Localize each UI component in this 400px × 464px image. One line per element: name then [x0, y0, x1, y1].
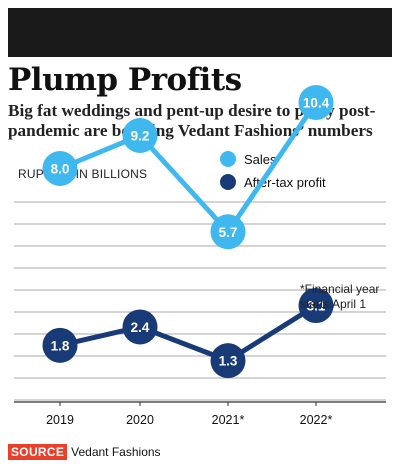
chart-title: Plump Profits [8, 62, 242, 98]
legend-item-sales: Sales [220, 149, 326, 169]
profit-data-label: 1.3 [219, 354, 238, 369]
x-tick-label: 2019 [46, 413, 74, 427]
header-bar [8, 8, 392, 57]
source-line: SOURCE Vedant Fashions [8, 444, 161, 460]
sales-point [42, 151, 78, 186]
profit-data-label: 2.4 [131, 320, 150, 335]
sales-data-label: 5.7 [219, 225, 238, 240]
profit-point [298, 288, 334, 324]
profit-data-label: 3.1 [307, 299, 326, 314]
sales-point [210, 214, 246, 250]
x-tick-label: 2020 [126, 413, 154, 427]
source-tag: SOURCE [8, 444, 68, 460]
series-line-sales [57, 100, 319, 235]
x-tick-label: 2021* [212, 413, 245, 427]
sales-point [122, 118, 158, 153]
sales-data-label: 8.0 [51, 162, 70, 177]
legend-swatch-profit [220, 174, 236, 190]
profit-data-label: 1.8 [51, 338, 70, 353]
chart-subtitle: Big fat weddings and pent-up desire to p… [8, 101, 376, 140]
sales-data-label: 9.2 [131, 129, 150, 144]
sales-point [298, 85, 334, 120]
series-line-profit [57, 303, 319, 364]
profit-point [210, 343, 246, 379]
footnote: *Financial year starts April 1 [300, 282, 380, 311]
sales-data-label: 10.4 [303, 96, 330, 111]
legend-swatch-sales [220, 151, 236, 167]
profit-point [42, 327, 78, 363]
source-name: Vedant Fashions [71, 445, 161, 459]
x-tick-label: 2022* [300, 413, 333, 427]
profit-point [122, 309, 158, 345]
legend-label-sales: Sales [244, 151, 277, 167]
